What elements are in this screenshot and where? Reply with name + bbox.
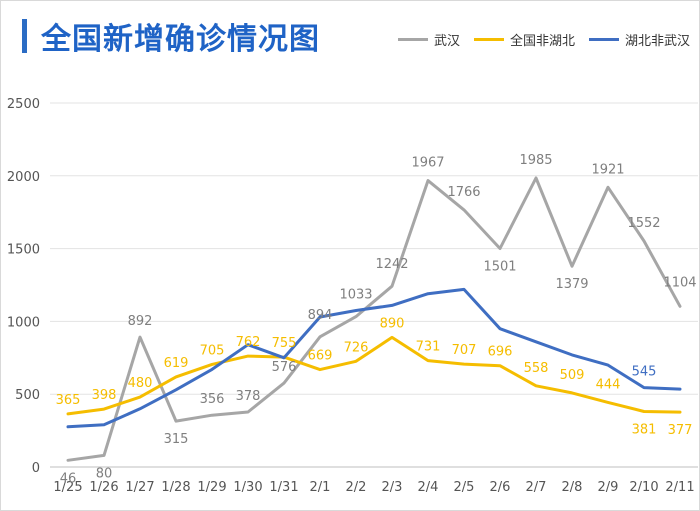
x-tick-label: 2/3 [382, 480, 403, 495]
x-tick-label: 1/30 [233, 480, 262, 495]
y-tick-label: 1500 [7, 243, 40, 258]
legend-label: 全国非湖北 [509, 34, 575, 49]
chart-title: 全国新增确诊情况图 [41, 22, 320, 57]
data-label: 1552 [627, 216, 660, 231]
x-tick-label: 2/11 [665, 480, 694, 495]
y-tick-label: 500 [15, 388, 40, 403]
y-tick-label: 1000 [7, 315, 40, 330]
y-tick-label: 2000 [7, 170, 40, 185]
data-label: 80 [96, 466, 113, 481]
x-tick-label: 2/1 [310, 480, 331, 495]
data-label: 1985 [519, 153, 552, 168]
data-label: 890 [380, 316, 405, 331]
x-tick-label: 1/26 [89, 480, 118, 495]
data-label: 705 [200, 343, 225, 358]
data-label: 1921 [591, 162, 624, 177]
series-line-1 [66, 335, 682, 416]
data-label: 696 [488, 345, 513, 360]
x-tick-label: 2/7 [526, 480, 547, 495]
legend-label: 湖北非武汉 [624, 34, 690, 49]
x-tick-label: 2/8 [562, 480, 583, 495]
x-tick-label: 1/31 [269, 480, 298, 495]
chart-header: 全国新增确诊情况图 [22, 14, 320, 58]
data-label: 707 [452, 343, 477, 358]
series-line-2 [66, 287, 682, 429]
legend-label: 武汉 [433, 34, 460, 49]
data-label: 1379 [555, 277, 588, 292]
y-tick-label: 2500 [7, 97, 40, 112]
data-label: 1967 [411, 156, 444, 171]
data-label: 378 [236, 389, 261, 404]
data-label: 731 [416, 340, 441, 355]
data-label: 894 [308, 308, 333, 323]
legend-swatch [473, 38, 504, 41]
x-tick-label: 1/25 [53, 480, 82, 495]
data-label: 755 [272, 336, 297, 351]
series-line-0 [66, 176, 682, 462]
data-label: 315 [164, 432, 189, 447]
data-label: 398 [92, 388, 117, 403]
x-tick-label: 2/9 [598, 480, 619, 495]
legend-item-national-non-hubei: 全国非湖北 [473, 30, 575, 49]
data-label: 892 [128, 314, 153, 329]
data-label: 1242 [375, 257, 408, 272]
x-tick-label: 2/4 [418, 480, 439, 495]
x-tick-label: 2/2 [346, 480, 367, 495]
data-label: 726 [344, 340, 369, 355]
data-label: 377 [668, 423, 693, 438]
data-label: 46 [60, 471, 77, 486]
x-tick-label: 2/5 [454, 480, 475, 495]
data-label: 444 [596, 377, 621, 392]
chart-legend: 武汉 全国非湖北 湖北非武汉 [384, 30, 690, 49]
data-label: 480 [128, 376, 153, 391]
data-label: 509 [560, 368, 585, 383]
data-label: 762 [236, 335, 261, 350]
x-tick-label: 1/27 [125, 480, 154, 495]
title-accent-bar [22, 19, 27, 53]
data-label: 381 [632, 423, 657, 438]
data-label: 365 [56, 393, 81, 408]
data-label: 669 [308, 349, 333, 364]
x-tick-label: 1/28 [161, 480, 190, 495]
legend-swatch [588, 38, 619, 41]
data-label: 356 [200, 392, 225, 407]
data-label: 1033 [339, 288, 372, 303]
data-label: 576 [272, 360, 297, 375]
legend-swatch [397, 38, 428, 41]
data-label: 558 [524, 361, 549, 376]
x-tick-label: 2/6 [490, 480, 511, 495]
x-tick-label: 2/10 [629, 480, 658, 495]
legend-item-hubei-non-wuhan: 湖北非武汉 [588, 30, 690, 49]
data-label: 1766 [447, 185, 480, 200]
data-label: 545 [632, 365, 657, 380]
x-tick-label: 1/29 [197, 480, 226, 495]
legend-item-wuhan: 武汉 [397, 30, 460, 49]
data-label: 619 [164, 356, 189, 371]
data-label: 1104 [663, 275, 696, 290]
data-label: 1501 [483, 259, 516, 274]
y-tick-label: 0 [32, 461, 40, 476]
